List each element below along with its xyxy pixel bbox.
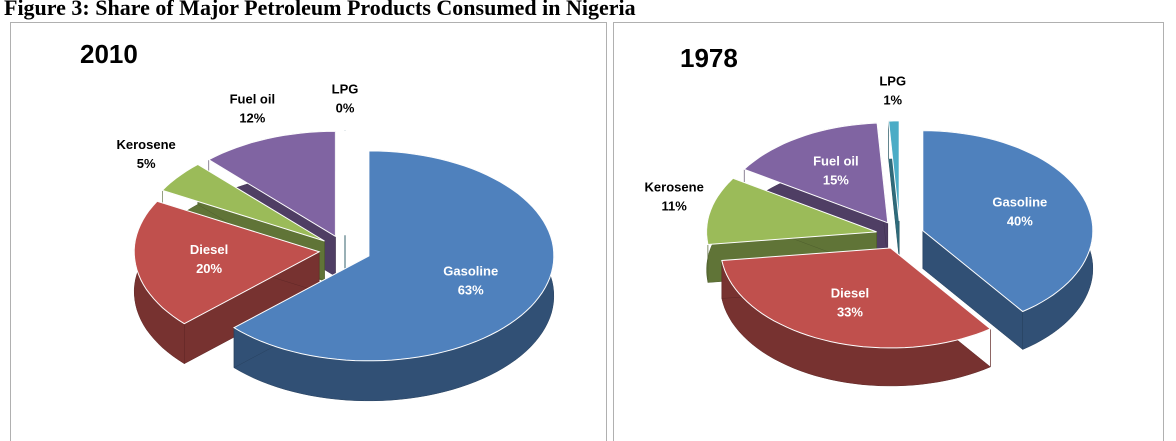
pie-slice bbox=[888, 120, 900, 221]
chart-title: 2010 bbox=[80, 39, 138, 69]
value-label: 12% bbox=[239, 111, 265, 126]
category-label: Fuel oil bbox=[813, 154, 859, 169]
pie-slice bbox=[706, 177, 877, 246]
pie-slice bbox=[232, 150, 555, 362]
category-label: Gasoline bbox=[992, 195, 1047, 210]
value-label: 5% bbox=[137, 156, 156, 171]
panel-frame bbox=[613, 22, 1164, 441]
value-label: 33% bbox=[837, 304, 863, 319]
category-label: LPG bbox=[879, 73, 906, 88]
figure-caption: Figure 3: Share of Major Petroleum Produ… bbox=[4, 0, 636, 20]
value-label: 15% bbox=[823, 173, 849, 188]
pie-slice bbox=[207, 130, 336, 238]
category-label: Fuel oil bbox=[230, 92, 276, 107]
pie-slice bbox=[721, 247, 992, 349]
value-label: 63% bbox=[458, 282, 484, 297]
value-label: 40% bbox=[1007, 214, 1033, 229]
panel-frame bbox=[10, 22, 607, 441]
value-label: 1% bbox=[883, 92, 902, 107]
category-label: Kerosene bbox=[645, 180, 704, 195]
value-label: 0% bbox=[336, 101, 355, 116]
pie-slice bbox=[922, 130, 1094, 313]
value-label: 20% bbox=[196, 261, 222, 276]
value-label: 11% bbox=[662, 199, 688, 214]
chart-title: 1978 bbox=[680, 43, 738, 73]
pie-slice bbox=[133, 200, 321, 325]
category-label: Kerosene bbox=[116, 137, 175, 152]
category-label: Diesel bbox=[190, 242, 228, 257]
pie-slice bbox=[743, 122, 889, 224]
category-label: LPG bbox=[332, 82, 359, 97]
pie-slice bbox=[161, 163, 325, 242]
category-label: Gasoline bbox=[443, 263, 498, 278]
category-label: Diesel bbox=[831, 285, 869, 300]
